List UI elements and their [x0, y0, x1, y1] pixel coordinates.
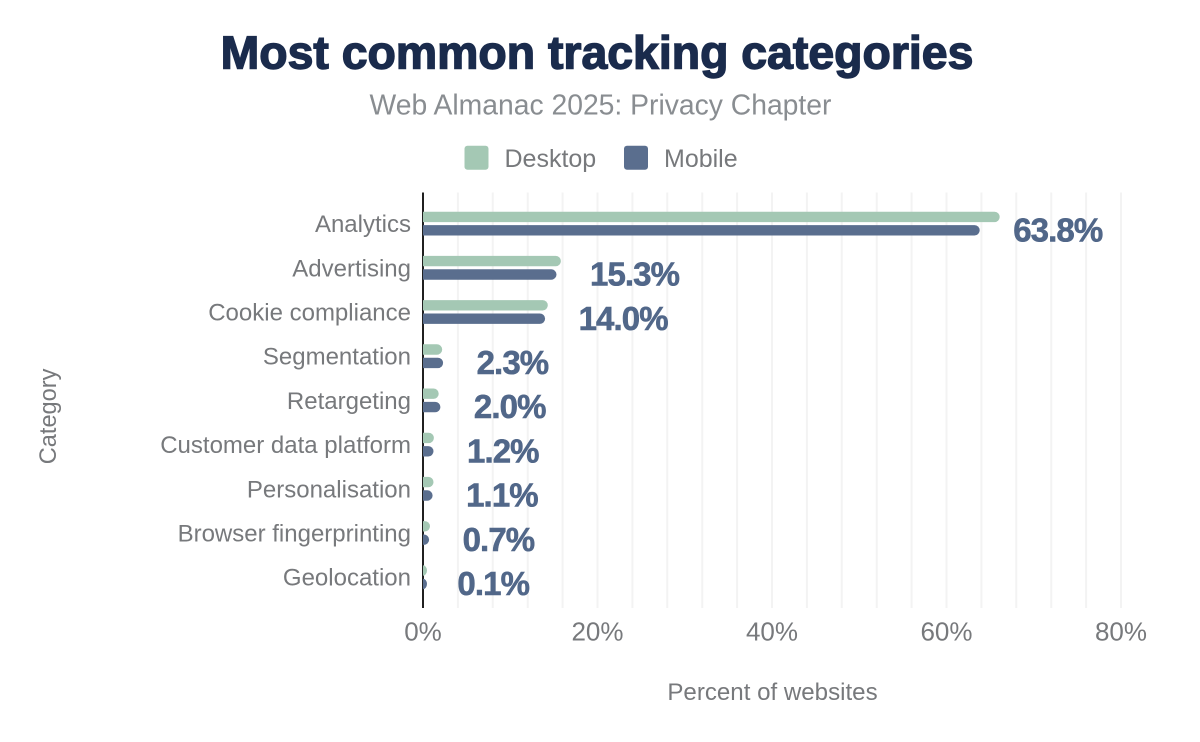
svg-text:Cookie compliance: Cookie compliance — [208, 300, 411, 327]
svg-text:1.1%: 1.1% — [466, 477, 538, 514]
svg-text:40%: 40% — [746, 617, 798, 647]
svg-text:Most common tracking categorie: Most common tracking categories — [221, 26, 974, 78]
svg-text:Browser fingerprinting: Browser fingerprinting — [178, 521, 411, 548]
svg-text:63.8%: 63.8% — [1013, 211, 1103, 248]
svg-text:Customer data platform: Customer data platform — [160, 432, 411, 459]
svg-text:Geolocation: Geolocation — [283, 565, 411, 592]
svg-text:Desktop: Desktop — [505, 145, 597, 173]
svg-text:14.0%: 14.0% — [579, 300, 669, 337]
svg-text:20%: 20% — [571, 617, 623, 647]
svg-text:0.1%: 0.1% — [457, 565, 529, 602]
svg-text:Advertising: Advertising — [292, 255, 411, 282]
svg-text:0.7%: 0.7% — [463, 521, 535, 558]
svg-text:Retargeting: Retargeting — [287, 388, 411, 415]
svg-text:2.3%: 2.3% — [477, 344, 549, 381]
svg-text:Personalisation: Personalisation — [247, 476, 411, 503]
svg-text:80%: 80% — [1095, 617, 1147, 647]
svg-text:1.2%: 1.2% — [467, 432, 539, 469]
svg-text:Category: Category — [36, 368, 62, 464]
svg-text:Segmentation: Segmentation — [263, 344, 411, 371]
svg-text:Mobile: Mobile — [664, 145, 738, 173]
svg-text:60%: 60% — [920, 617, 972, 647]
svg-text:15.3%: 15.3% — [590, 256, 680, 293]
svg-text:2.0%: 2.0% — [474, 388, 546, 425]
svg-text:0%: 0% — [404, 617, 442, 647]
svg-text:Analytics: Analytics — [315, 211, 411, 238]
svg-text:Web Almanac 2025: Privacy Chap: Web Almanac 2025: Privacy Chapter — [370, 89, 832, 121]
svg-text:Percent of websites: Percent of websites — [667, 679, 877, 706]
